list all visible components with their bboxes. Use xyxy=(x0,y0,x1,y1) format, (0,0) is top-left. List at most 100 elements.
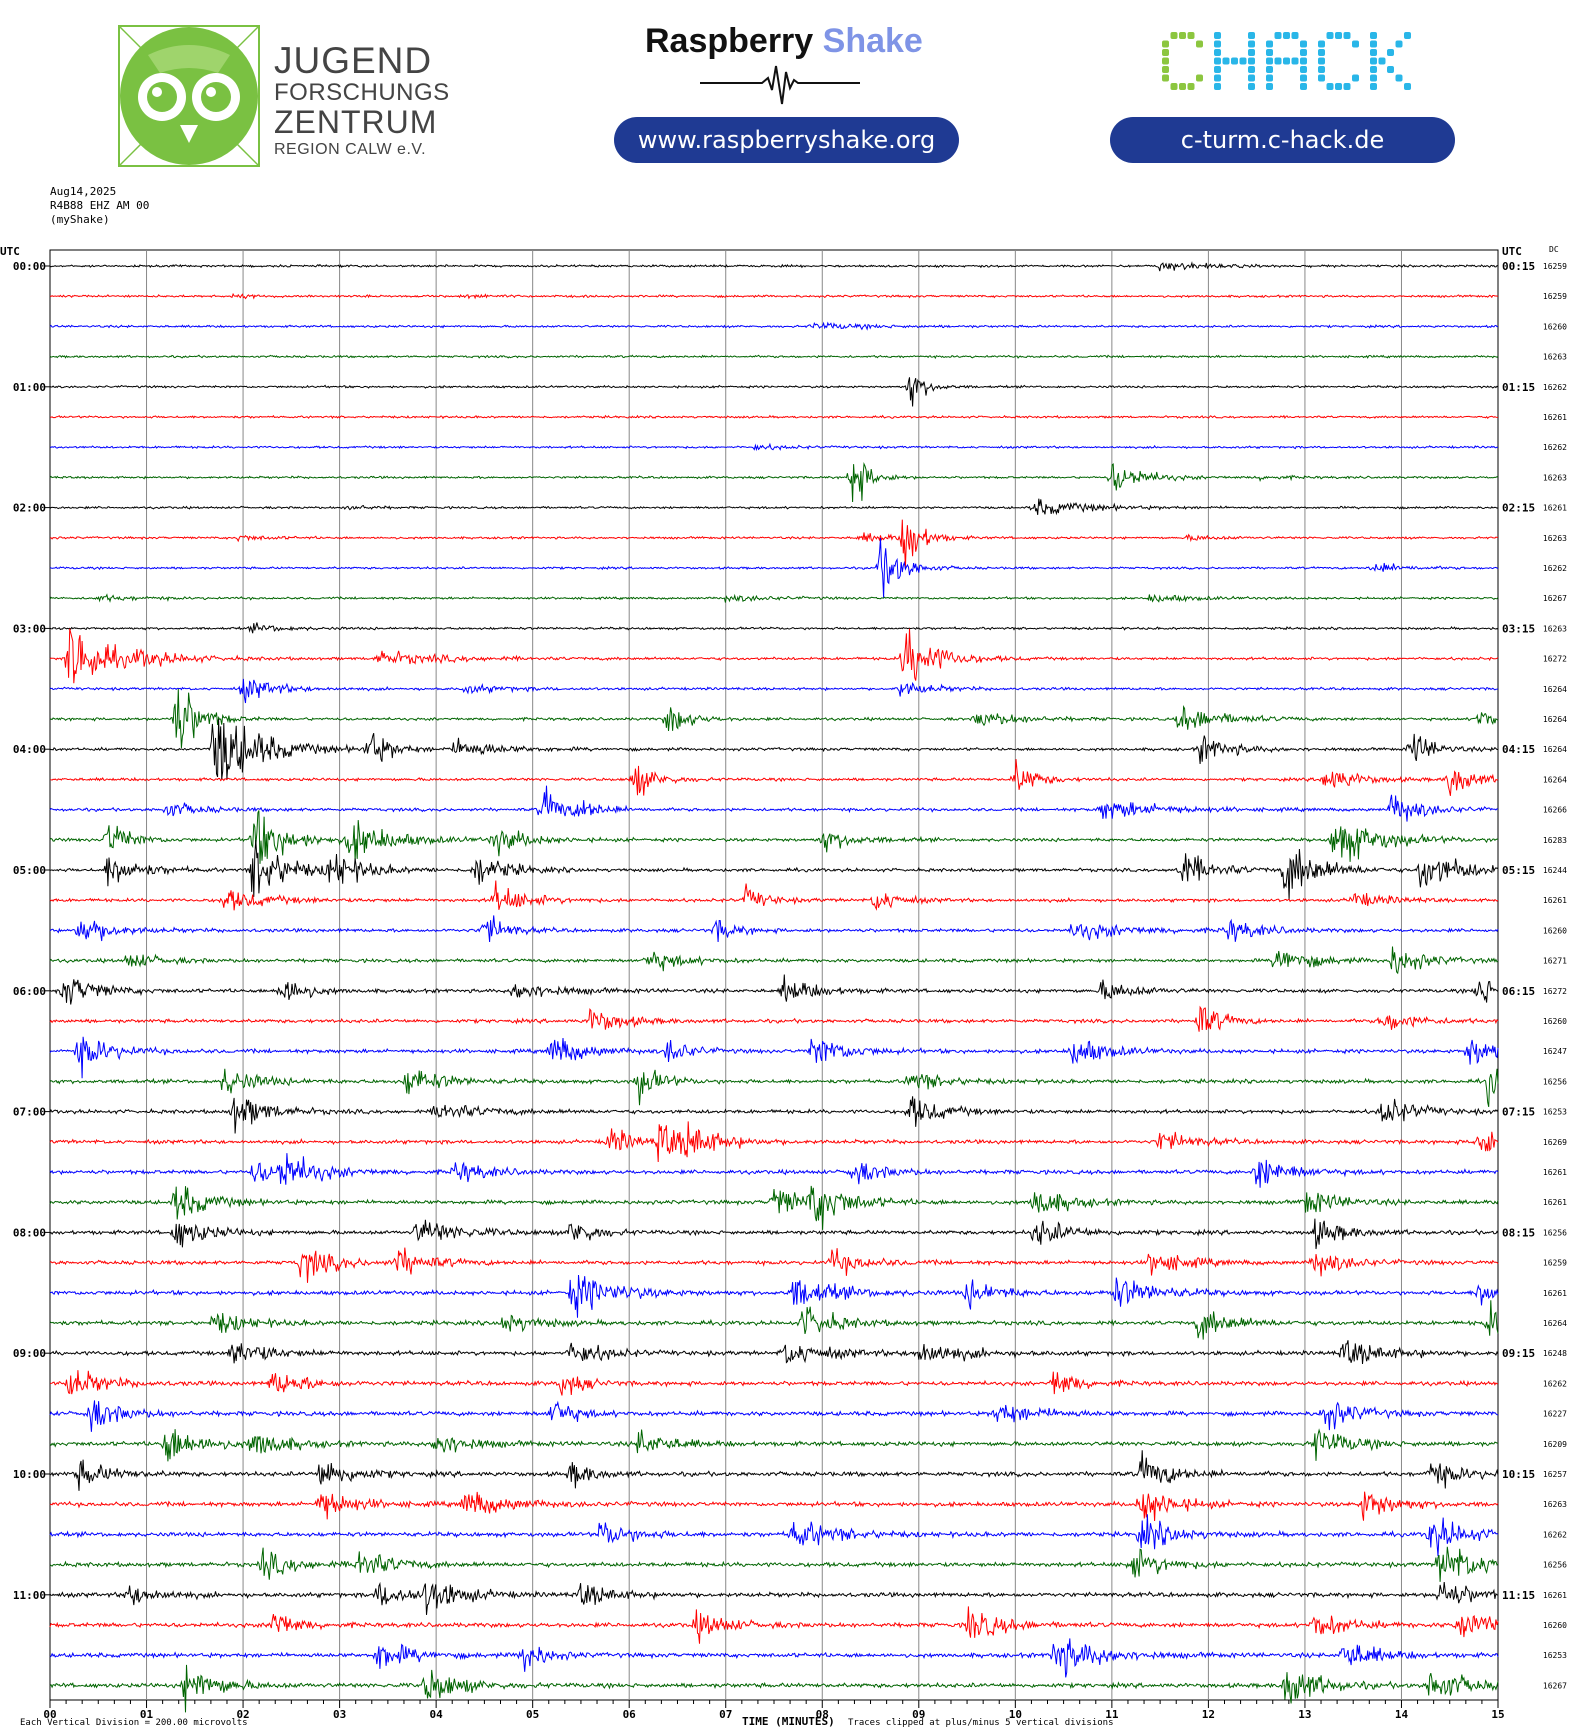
row-time-label-right: 08:15 xyxy=(1502,1226,1535,1239)
seismic-trace xyxy=(49,1400,1499,1432)
row-time-label-left: 09:00 xyxy=(13,1347,46,1360)
seismic-trace xyxy=(49,462,1499,503)
chack-logo-pixel xyxy=(1214,83,1221,90)
seismic-trace xyxy=(49,1638,1499,1678)
seismic-trace xyxy=(49,1428,1499,1462)
chack-logo-pixel xyxy=(1370,57,1377,65)
chack-logo-pixel xyxy=(1318,57,1325,65)
chack-logo-pixel xyxy=(1300,57,1307,65)
chack-logo-pixel xyxy=(1266,40,1273,48)
chack-logo-pixel xyxy=(1248,66,1255,73)
x-tick-label: 01 xyxy=(140,1708,154,1721)
chack-logo-pixel xyxy=(1248,74,1255,82)
seismic-trace xyxy=(49,1153,1499,1188)
row-dc-value: 16261 xyxy=(1543,1198,1567,1207)
row-dc-value: 16227 xyxy=(1543,1410,1567,1419)
raspberry-word: Raspberry xyxy=(645,22,814,60)
chack-logo-pixel xyxy=(1274,57,1282,65)
row-time-label-right: 06:15 xyxy=(1502,985,1535,998)
x-tick-label: 10 xyxy=(1009,1708,1022,1721)
row-time-label-left: 05:00 xyxy=(13,864,46,877)
row-dc-value: 16260 xyxy=(1543,1017,1567,1026)
c-hack-url-badge[interactable]: c-turm.c-hack.de xyxy=(1110,117,1455,163)
seismic-trace xyxy=(49,1491,1499,1522)
row-time-label-right: 00:15 xyxy=(1502,260,1535,273)
x-tick-label: 02 xyxy=(236,1708,249,1721)
row-dc-value: 16261 xyxy=(1543,1591,1567,1600)
seismic-trace xyxy=(49,810,1499,864)
row-dc-value: 16264 xyxy=(1543,715,1567,724)
seismic-trace xyxy=(50,1370,1499,1396)
chack-logo-pixel xyxy=(1370,66,1377,73)
jfz-line-4: REGION CALW e.V. xyxy=(274,141,427,158)
row-dc-value: 16256 xyxy=(1543,1561,1567,1570)
row-dc-value: 16261 xyxy=(1543,896,1567,905)
row-dc-value: 16253 xyxy=(1543,1651,1567,1660)
dc-axis-title: DC xyxy=(1549,245,1559,254)
chack-logo-pixel xyxy=(1404,83,1411,90)
chack-logo-pixel xyxy=(1214,74,1221,82)
x-tick-label: 14 xyxy=(1395,1708,1409,1721)
row-dc-value: 16209 xyxy=(1543,1440,1567,1449)
row-time-label-left: 10:00 xyxy=(13,1468,46,1481)
seismic-trace xyxy=(49,1340,1499,1365)
chack-logo-pixel xyxy=(1387,66,1394,73)
row-dc-value: 16264 xyxy=(1543,1319,1567,1328)
chack-logo-pixel xyxy=(1162,57,1169,65)
chack-logo-pixel xyxy=(1370,49,1377,56)
chack-logo-pixel xyxy=(1343,83,1351,90)
station-channel: R4B88 EHZ AM 00 xyxy=(50,199,150,212)
seismic-trace xyxy=(49,946,1499,975)
chack-logo-pixel xyxy=(1395,74,1403,82)
trace-plot: 00 01 02 03 04 05 06 07 08 09 10 11 12 13 14 15 00:00 00:… xyxy=(13,249,1567,1721)
seismic-trace xyxy=(49,1300,1499,1340)
row-time-label-right: 02:15 xyxy=(1502,502,1535,515)
row-dc-value: 16244 xyxy=(1543,866,1567,875)
row-dc-value: 16269 xyxy=(1543,1138,1567,1147)
chack-logo-pixel xyxy=(1248,40,1255,48)
raspberryshake-url-badge[interactable]: www.raspberryshake.org xyxy=(614,117,959,163)
row-time-label-left: 11:00 xyxy=(13,1589,46,1602)
row-dc-value: 16262 xyxy=(1543,443,1567,452)
chack-logo-pixel xyxy=(1162,49,1169,56)
row-time-label-right: 07:15 xyxy=(1502,1106,1535,1119)
row-time-label-right: 09:15 xyxy=(1502,1347,1535,1360)
chack-logo-pixel xyxy=(1352,74,1359,82)
seismic-trace xyxy=(49,593,1499,603)
row-dc-value: 16256 xyxy=(1543,1077,1567,1086)
row-time-label-left: 08:00 xyxy=(13,1226,46,1239)
seismic-trace xyxy=(49,442,1499,452)
chack-logo-pixel xyxy=(1266,57,1273,65)
chack-logo-pixel xyxy=(1300,66,1307,73)
row-time-label-left: 02:00 xyxy=(13,502,46,515)
shake-word: Shake xyxy=(822,22,923,60)
chack-logo-pixel xyxy=(1335,83,1342,90)
row-time-label-left: 00:00 xyxy=(13,260,46,273)
chack-logo-pixel xyxy=(1291,32,1299,39)
row-dc-value: 16264 xyxy=(1543,775,1567,784)
row-dc-value: 16247 xyxy=(1543,1047,1567,1056)
row-dc-value: 16257 xyxy=(1543,1470,1567,1479)
chack-logo-pixel xyxy=(1179,83,1186,90)
row-dc-value: 16259 xyxy=(1543,262,1567,271)
row-dc-value: 16264 xyxy=(1543,745,1567,754)
row-dc-value: 16261 xyxy=(1543,1289,1567,1298)
chack-logo-pixel xyxy=(1170,83,1178,90)
chack-logo-icon xyxy=(1162,32,1411,90)
seismic-trace xyxy=(49,1121,1499,1163)
seismic-trace xyxy=(49,785,1499,822)
chack-logo-pixel xyxy=(1318,74,1325,82)
chack-logo-pixel xyxy=(1248,32,1255,39)
seismic-trace xyxy=(49,377,1499,407)
row-time-label-left: 07:00 xyxy=(13,1106,46,1119)
row-time-label-left: 03:00 xyxy=(13,622,46,635)
chack-logo-pixel xyxy=(1266,74,1273,82)
clip-note: Traces clipped at plus/minus 5 vertical … xyxy=(848,1718,1114,1728)
row-dc-value: 16260 xyxy=(1543,1621,1567,1630)
x-tick-label: 11 xyxy=(1105,1708,1119,1721)
seismic-trace xyxy=(49,1096,1499,1134)
row-dc-value: 16262 xyxy=(1543,1379,1567,1388)
jfz-wordmark: JUGEND FORSCHUNGS ZENTRUM REGION CALW e.… xyxy=(274,42,450,158)
chack-logo-pixel xyxy=(1239,57,1247,65)
row-time-label-right: 11:15 xyxy=(1502,1589,1535,1602)
